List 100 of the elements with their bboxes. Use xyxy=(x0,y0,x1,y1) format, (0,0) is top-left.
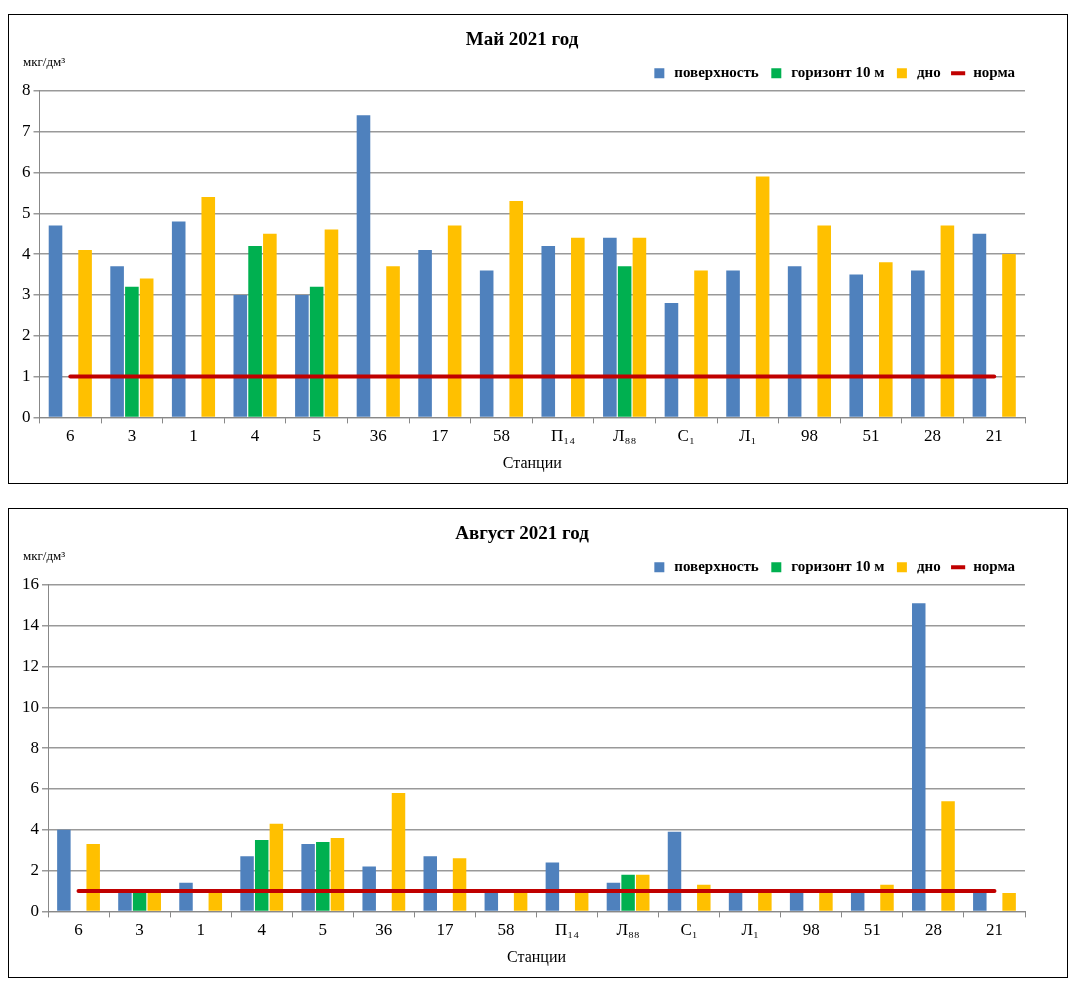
y-tick-label: 8 xyxy=(22,80,31,100)
bar xyxy=(541,245,556,417)
bar xyxy=(248,245,262,417)
x-tick-label: 3 xyxy=(127,426,137,446)
bar xyxy=(617,266,632,417)
bar xyxy=(545,862,560,911)
bar xyxy=(201,196,216,417)
legend-label: норма xyxy=(973,64,1016,81)
bar xyxy=(849,274,864,417)
x-tick-label: С₁ xyxy=(680,920,698,940)
bar xyxy=(86,844,100,911)
legend-label: поверхность xyxy=(674,558,759,575)
x-tick-label: 98 xyxy=(800,426,818,446)
x-tick-label: 36 xyxy=(375,920,393,940)
x-tick-label: 5 xyxy=(318,920,328,940)
bar xyxy=(233,294,248,417)
legend-label: поверхность xyxy=(674,64,759,81)
bar xyxy=(316,842,330,911)
x-tick-label: П₁₄ xyxy=(550,426,576,446)
x-tick-label: 98 xyxy=(802,920,820,940)
bar xyxy=(139,278,154,417)
y-tick-label: 6 xyxy=(22,161,31,181)
bar xyxy=(817,225,831,417)
bar xyxy=(632,237,647,417)
x-tick-label: 21 xyxy=(985,426,1003,446)
x-tick-label: 28 xyxy=(924,426,942,446)
y-tick-label: 8 xyxy=(30,737,39,757)
x-tick-label: 58 xyxy=(497,920,515,940)
x-tick-label: 1 xyxy=(189,426,198,446)
x-tick-label: 28 xyxy=(924,920,942,940)
bar xyxy=(386,266,400,417)
x-tick-label: С₁ xyxy=(677,426,695,446)
bar xyxy=(254,839,269,911)
x-tick-label: 6 xyxy=(74,920,83,940)
y-tick-label: 6 xyxy=(30,778,39,798)
legend-label: горизонт 10 м xyxy=(791,558,885,575)
bar xyxy=(125,286,139,417)
x-tick-label: 21 xyxy=(985,920,1003,940)
x-tick-label: Л₈₈ xyxy=(612,426,637,446)
bar xyxy=(295,294,309,417)
x-tick-label: Л₁ xyxy=(739,426,757,446)
bar xyxy=(301,844,315,911)
y-tick-label: 0 xyxy=(22,406,31,426)
x-tick-label: 6 xyxy=(66,426,75,446)
bar xyxy=(362,866,376,911)
x-tick-label: П₁₄ xyxy=(554,920,580,940)
y-tick-label: 7 xyxy=(22,121,31,141)
bar xyxy=(1002,254,1016,417)
y-tick-label: 4 xyxy=(30,819,40,839)
y-tick-label: 0 xyxy=(30,900,39,920)
y-axis-title: мкг/дм³ xyxy=(23,53,66,69)
bar xyxy=(911,270,925,417)
x-tick-label: Л₈₈ xyxy=(616,920,640,940)
legend-label: горизонт 10 м xyxy=(791,64,885,81)
y-tick-label: 2 xyxy=(22,325,31,345)
legend-label: дно xyxy=(916,64,941,81)
bar xyxy=(972,233,987,417)
x-tick-label: 5 xyxy=(312,426,321,446)
y-tick-label: 1 xyxy=(22,366,31,386)
bar xyxy=(973,890,987,911)
bar xyxy=(879,262,893,417)
bar xyxy=(110,266,124,417)
bar xyxy=(78,250,92,417)
bar xyxy=(667,831,682,911)
bar xyxy=(603,237,617,417)
bar xyxy=(941,801,955,911)
bar xyxy=(758,890,772,911)
x-tick-label: 36 xyxy=(369,426,387,446)
bar xyxy=(391,793,406,911)
legend-label: норма xyxy=(973,558,1016,575)
bar xyxy=(324,229,339,417)
x-tick-label: 17 xyxy=(431,426,449,446)
y-tick-label: 3 xyxy=(22,284,31,304)
y-tick-label: 14 xyxy=(22,615,40,635)
bar xyxy=(912,603,926,911)
x-tick-label: 4 xyxy=(250,426,260,446)
bar xyxy=(118,890,132,911)
x-tick-label: 3 xyxy=(135,920,144,940)
bar xyxy=(755,176,770,417)
bar xyxy=(726,270,740,417)
bar xyxy=(423,856,437,911)
bar xyxy=(263,233,277,417)
bar xyxy=(240,856,254,911)
bar xyxy=(269,823,284,911)
bar xyxy=(171,221,186,417)
bar xyxy=(819,890,833,911)
bar xyxy=(571,237,585,417)
bar xyxy=(664,303,679,417)
legend-label: дно xyxy=(916,558,941,575)
bar xyxy=(787,266,802,417)
y-tick-label: 10 xyxy=(22,696,39,716)
bar xyxy=(356,115,371,417)
y-tick-label: 2 xyxy=(30,860,39,880)
bar xyxy=(479,270,494,417)
bar xyxy=(1002,893,1016,911)
bar xyxy=(309,286,324,417)
bar xyxy=(694,270,708,417)
x-tick-label: 1 xyxy=(196,920,205,940)
bar xyxy=(509,201,524,417)
bar xyxy=(330,837,345,911)
